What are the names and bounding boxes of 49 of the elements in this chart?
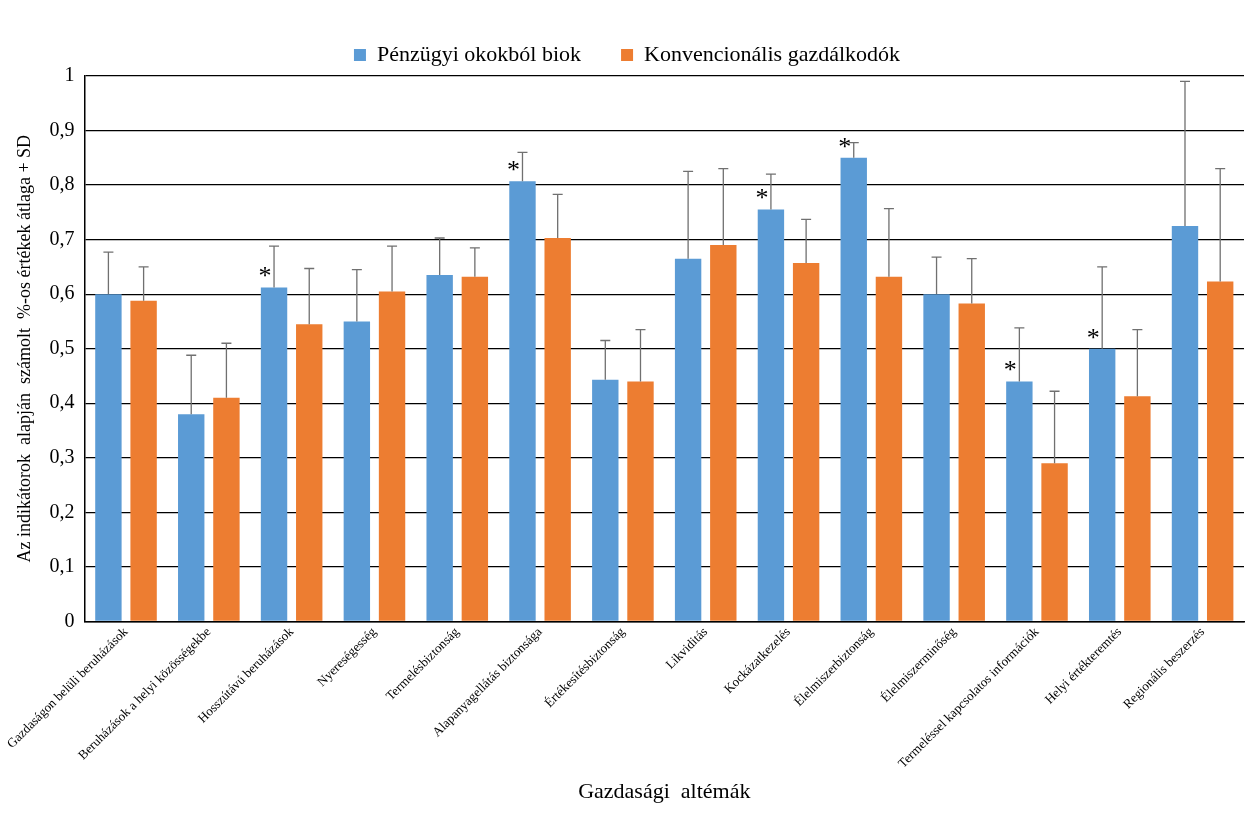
y-tick-label: 1 bbox=[64, 63, 75, 86]
annotation: * bbox=[838, 131, 852, 161]
y-tick-label: 0,7 bbox=[49, 226, 75, 249]
bar bbox=[674, 258, 702, 621]
bar bbox=[958, 303, 985, 621]
bar bbox=[461, 276, 489, 621]
y-axis-title: Az indikátorok alapján számolt %-os értékek átlaga + SD bbox=[13, 134, 34, 563]
bar bbox=[627, 381, 654, 621]
bar bbox=[792, 263, 820, 621]
bar bbox=[710, 245, 737, 621]
legend-label: Konvencionális gazdálkodók bbox=[644, 40, 901, 66]
bar bbox=[1124, 396, 1151, 621]
bar bbox=[592, 379, 619, 621]
y-tick-label: 0,1 bbox=[49, 554, 75, 577]
bar bbox=[1006, 381, 1033, 621]
bar bbox=[875, 276, 903, 621]
bar bbox=[296, 324, 323, 621]
y-tick-label: 0,8 bbox=[49, 172, 75, 195]
annotation: * bbox=[1003, 355, 1017, 385]
annotation: * bbox=[258, 261, 272, 291]
y-tick-label: 0,9 bbox=[49, 117, 75, 140]
bar bbox=[213, 397, 240, 621]
bar bbox=[1206, 281, 1234, 621]
bar bbox=[757, 209, 785, 621]
bar bbox=[509, 181, 536, 621]
bar bbox=[426, 275, 453, 621]
bar bbox=[130, 300, 157, 621]
y-tick-label: 0,2 bbox=[49, 499, 75, 522]
bar bbox=[378, 291, 406, 621]
bar bbox=[923, 294, 950, 621]
bar bbox=[544, 237, 571, 621]
annotation: * bbox=[755, 183, 769, 213]
y-tick-label: 0,3 bbox=[49, 445, 75, 468]
bar bbox=[178, 414, 205, 621]
y-tick-label: 0 bbox=[64, 608, 75, 631]
y-tick-label: 0,6 bbox=[49, 281, 75, 304]
legend-label: Pénzügyi okokból biok bbox=[376, 40, 582, 66]
bar bbox=[260, 287, 288, 621]
y-tick-label: 0,4 bbox=[49, 390, 75, 413]
y-tick-label: 0,5 bbox=[49, 335, 75, 358]
annotation: * bbox=[1086, 322, 1100, 352]
bar bbox=[343, 321, 371, 621]
bar bbox=[95, 294, 122, 621]
x-axis-title: Gazdasági altémák bbox=[578, 777, 751, 803]
annotation: * bbox=[506, 155, 520, 185]
bar bbox=[1171, 225, 1199, 621]
bar bbox=[1088, 348, 1116, 621]
bar bbox=[1041, 463, 1068, 621]
bar bbox=[840, 157, 867, 621]
